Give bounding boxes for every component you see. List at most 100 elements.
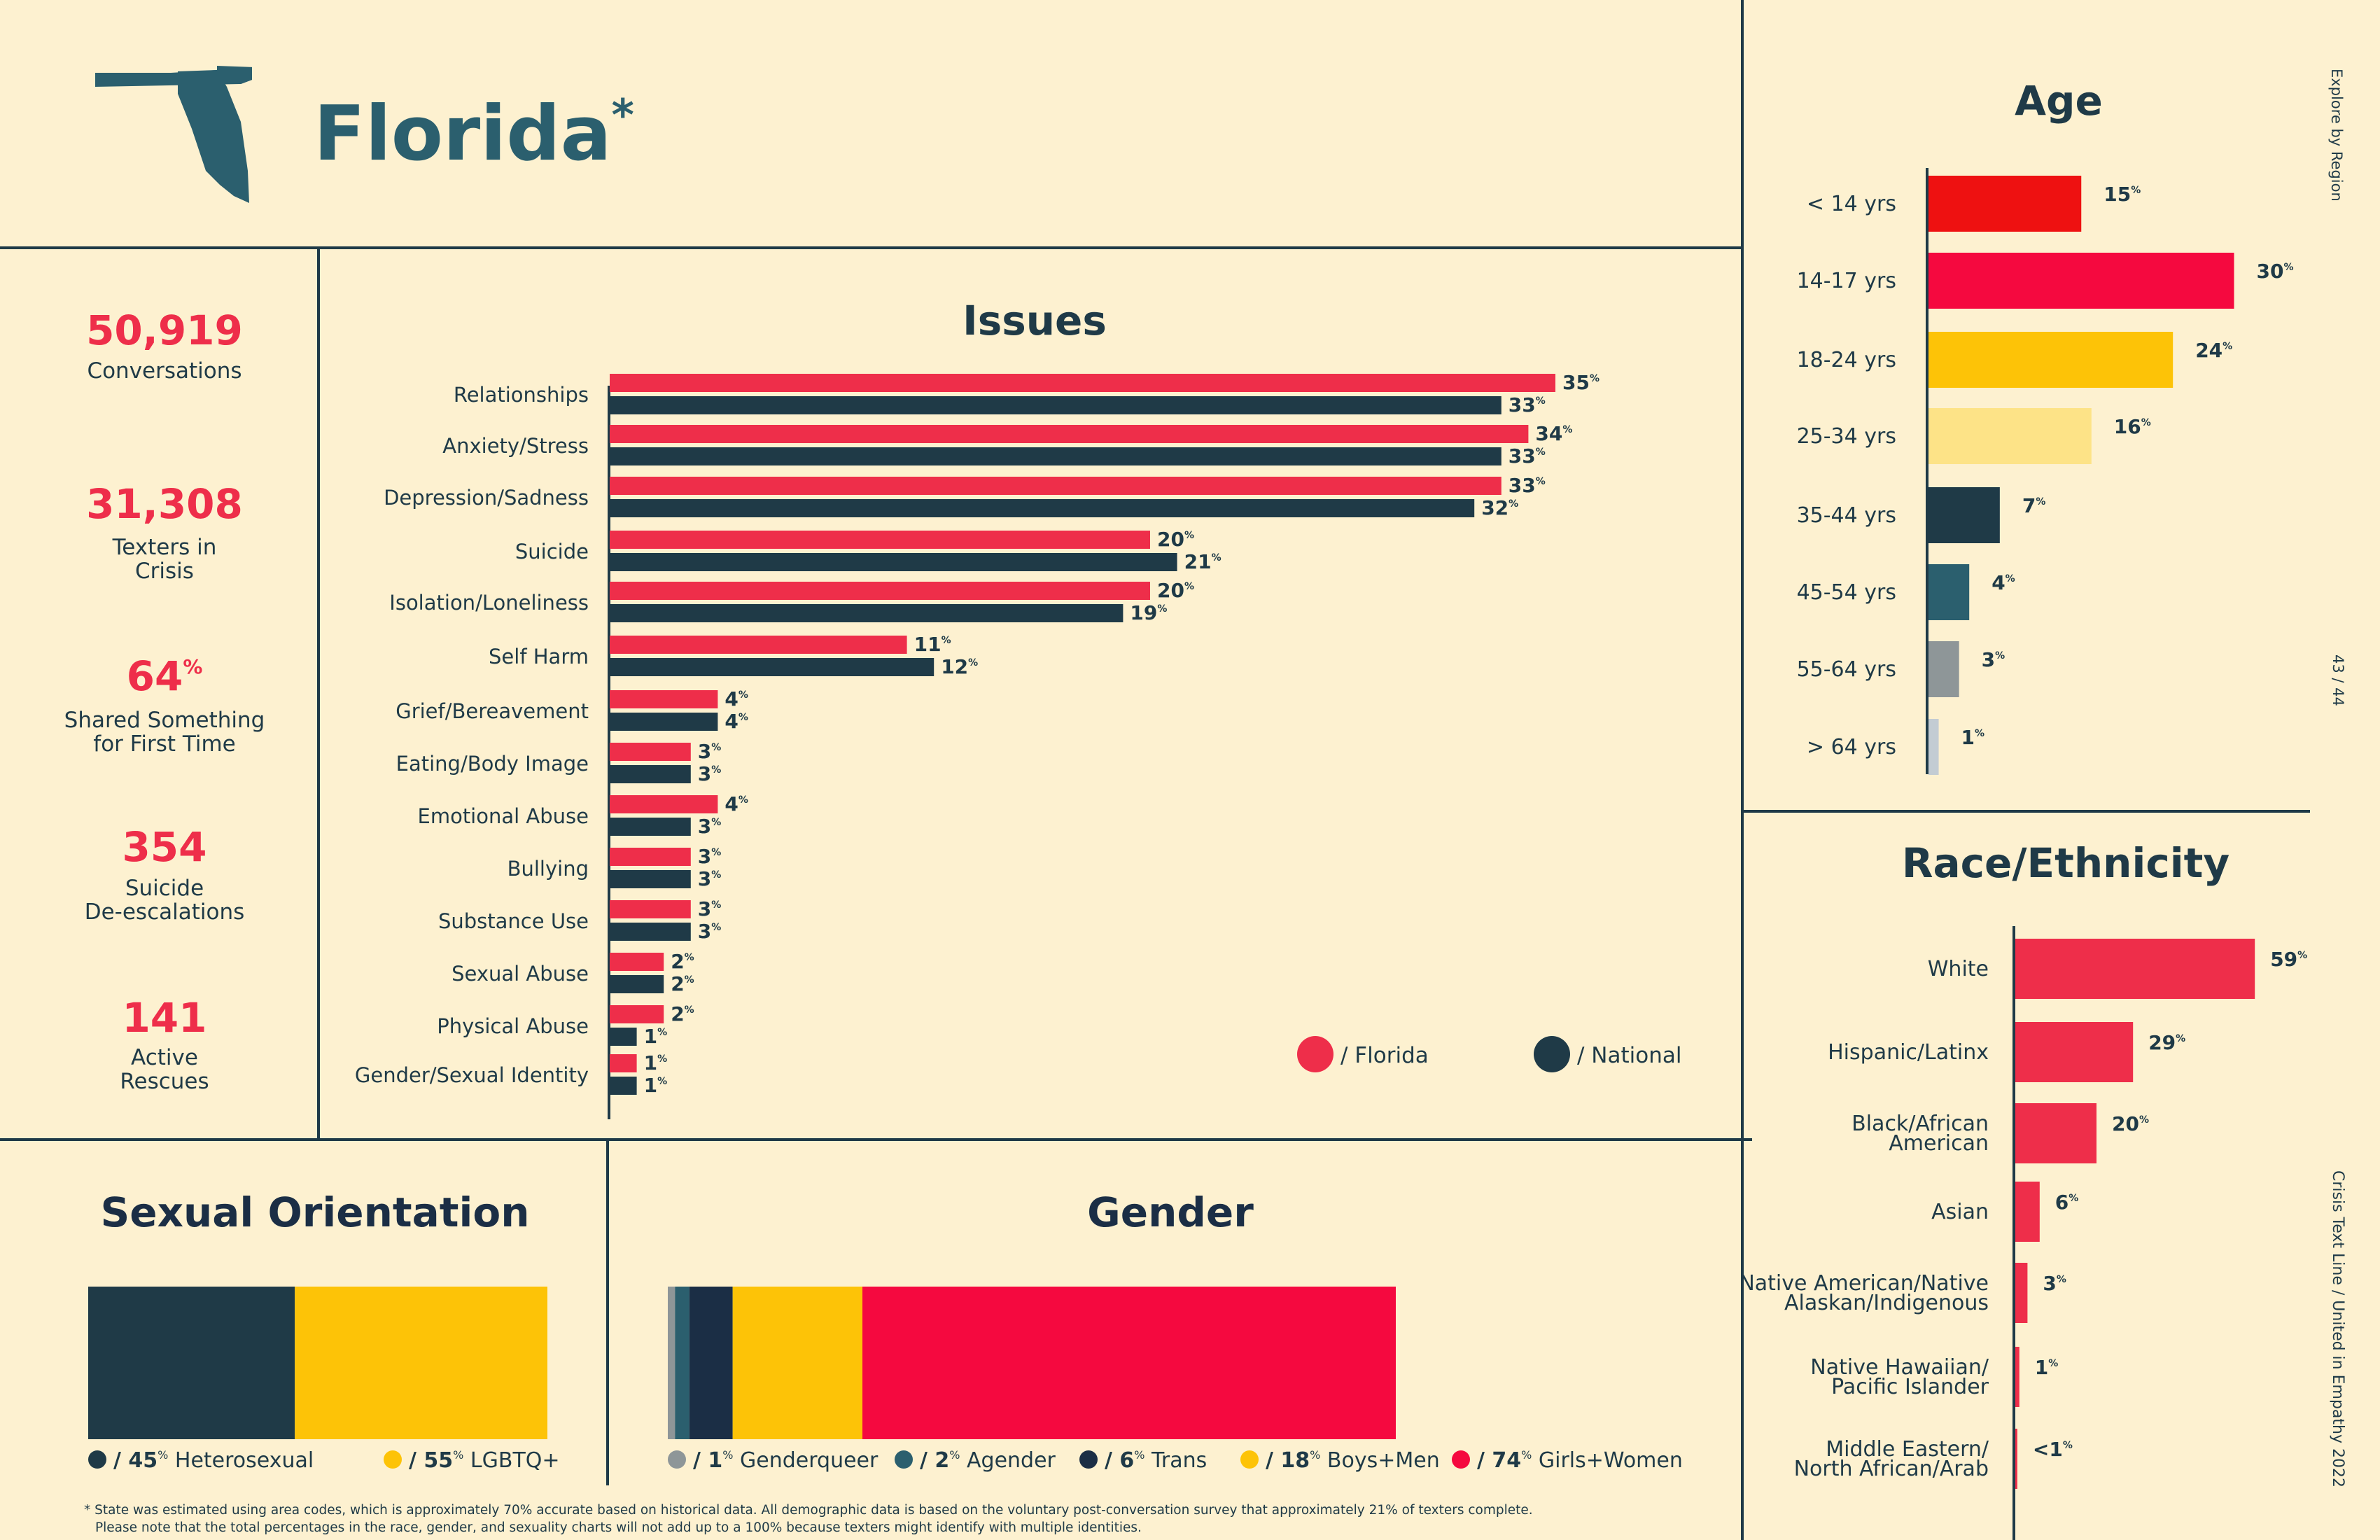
race-category-label: White <box>1928 957 1989 981</box>
age-category-label: < 14 yrs <box>1807 192 1896 216</box>
legend-value: / 2 <box>920 1448 949 1473</box>
issues-bar-national <box>610 604 1124 622</box>
age-bar <box>1928 564 1970 620</box>
issues-bar-florida <box>610 743 691 761</box>
value-unit: % <box>2005 573 2015 584</box>
legend-name: Genderqueer <box>733 1448 878 1473</box>
side-text-credit: Crisis Text Line / United in Empathy 202… <box>2329 1170 2346 1488</box>
legend-label: / 6% Trans <box>1105 1448 1207 1473</box>
stacked-segment-boys-men <box>732 1287 863 1439</box>
value-unit: % <box>738 794 748 806</box>
side-text-page-number: 43 / 44 <box>2330 654 2346 706</box>
issues-bar-national <box>610 713 718 731</box>
race-bar <box>2015 1022 2134 1082</box>
issues-bar-florida <box>610 690 718 708</box>
issues-category-label: Gender/Sexual Identity <box>355 1063 589 1087</box>
stat-unit: % <box>183 655 203 678</box>
value-unit: % <box>2048 1358 2058 1369</box>
value-unit: % <box>1184 530 1194 541</box>
issues-value-label: 1% <box>644 1074 668 1097</box>
age-category-label: 18-24 yrs <box>1797 348 1896 372</box>
race-value-label: 1% <box>2035 1356 2059 1379</box>
legend-label: / 18% Boys+Men <box>1266 1448 1440 1473</box>
issues-bar-florida <box>610 795 718 813</box>
issues-bar-florida <box>610 636 907 654</box>
issues-category-label: Substance Use <box>438 909 589 933</box>
legend-unit: % <box>722 1448 733 1462</box>
race-category-label: Alaskan/Indigenous <box>1784 1291 1989 1315</box>
legend-marker <box>1240 1450 1259 1469</box>
age-axis <box>1926 168 1928 774</box>
stat-value: 64% <box>126 652 203 700</box>
value-unit: % <box>1536 447 1546 458</box>
legend-unit: % <box>1310 1448 1320 1462</box>
age-bar <box>1928 332 2174 388</box>
legend-name: Girls+Women <box>1532 1448 1683 1473</box>
stacked-segment-heterosexual <box>88 1287 295 1439</box>
issues-bar-national <box>610 447 1502 465</box>
value-unit: % <box>657 1054 667 1065</box>
age-value-label: 1% <box>1961 726 1985 749</box>
issues-value-label: 3% <box>698 740 722 763</box>
stat-label: Suicide <box>125 876 204 901</box>
issues-bar-national <box>610 870 691 888</box>
age-bar <box>1928 719 1939 775</box>
issues-category-label: Isolation/Loneliness <box>389 591 589 615</box>
issues-bar-florida <box>610 900 691 918</box>
value-unit: % <box>711 817 721 828</box>
value-unit: % <box>711 847 721 858</box>
issues-value-label: 3% <box>698 762 722 785</box>
issues-value-label: 35% <box>1562 371 1600 394</box>
race-category-label: Asian <box>1931 1200 1989 1224</box>
legend-name: Agender <box>960 1448 1056 1473</box>
age-category-label: 35-44 yrs <box>1797 503 1896 528</box>
race-title: Race/Ethnicity <box>1902 839 2230 887</box>
legend-label: / 74% Girls+Women <box>1477 1448 1683 1473</box>
legend-unit: % <box>949 1448 960 1462</box>
issues-category-label: Sexual Abuse <box>451 962 589 986</box>
issues-value-label: 34% <box>1535 422 1572 445</box>
issues-value-label: 20% <box>1157 528 1194 551</box>
legend-value: / 74 <box>1477 1448 1521 1473</box>
value-unit: % <box>657 1027 667 1038</box>
value-unit: % <box>1536 476 1546 487</box>
issues-title: Issues <box>962 297 1107 344</box>
issues-category-label: Physical Abuse <box>437 1014 589 1038</box>
value-unit: % <box>711 764 721 776</box>
issues-value-label: 4% <box>724 710 748 733</box>
race-value-label: 29% <box>2148 1031 2185 1054</box>
value-unit: % <box>711 922 721 933</box>
stacked-segment-trans <box>689 1287 733 1439</box>
value-unit: % <box>2222 341 2232 352</box>
issues-category-label: Self Harm <box>489 645 589 668</box>
stat-value: 354 <box>122 823 207 871</box>
age-category-label: 55-64 yrs <box>1797 657 1896 682</box>
age-title: Age <box>2015 77 2103 125</box>
issues-value-label: 32% <box>1481 496 1518 519</box>
footnote-line-1: * State was estimated using area codes, … <box>84 1503 1533 1518</box>
issues-value-label: 3% <box>698 815 722 838</box>
race-value-label: 59% <box>2270 948 2307 971</box>
value-unit: % <box>1975 728 1984 739</box>
age-value-label: 3% <box>1982 648 2005 671</box>
divider-header <box>0 246 1742 249</box>
race-bar <box>2015 1103 2096 1163</box>
value-unit: % <box>685 974 694 986</box>
race-category-label: Middle Eastern/ <box>1826 1437 1989 1462</box>
race-bar <box>2015 1429 2017 1489</box>
issues-bar-florida <box>610 953 664 971</box>
divider-stats <box>317 246 320 1141</box>
race-value-label: 3% <box>2043 1272 2066 1295</box>
issues-value-label: 3% <box>698 897 722 920</box>
legend-marker <box>88 1450 106 1469</box>
legend-florida-label: / Florida <box>1340 1043 1429 1068</box>
issues-bar-national <box>610 818 691 836</box>
legend-unit: % <box>1521 1448 1532 1462</box>
issues-bar-national <box>610 499 1475 517</box>
legend-name: Trans <box>1144 1448 1207 1473</box>
orientation-title: Sexual Orientation <box>100 1189 529 1236</box>
race-value-label: 20% <box>2112 1112 2149 1135</box>
issues-category-label: Grief/Bereavement <box>396 699 589 723</box>
issues-value-label: 3% <box>698 845 722 868</box>
value-unit: % <box>1184 581 1194 592</box>
